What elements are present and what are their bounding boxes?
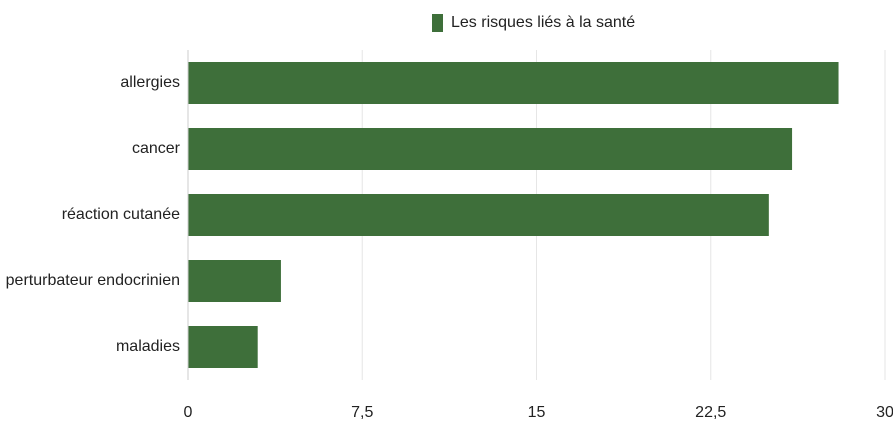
x-tick-label: 7,5: [351, 404, 373, 421]
legend: Les risques liés à la santé: [432, 14, 635, 32]
x-tick-label: 0: [184, 404, 193, 421]
bar: [188, 326, 258, 368]
legend-label: Les risques liés à la santé: [451, 14, 635, 31]
bar: [188, 194, 769, 236]
y-tick-label: perturbateur endocrinien: [6, 272, 180, 289]
y-tick-label: cancer: [132, 140, 181, 157]
bar: [188, 62, 839, 104]
y-tick-label: allergies: [120, 74, 180, 91]
bar: [188, 260, 281, 302]
bar: [188, 128, 793, 170]
x-tick-label: 22,5: [695, 404, 726, 421]
x-tick-label: 15: [528, 404, 546, 421]
x-tick-label: 30: [876, 404, 893, 421]
legend-swatch: [432, 14, 443, 32]
y-tick-label: maladies: [116, 338, 180, 355]
y-tick-label: réaction cutanée: [62, 206, 180, 223]
